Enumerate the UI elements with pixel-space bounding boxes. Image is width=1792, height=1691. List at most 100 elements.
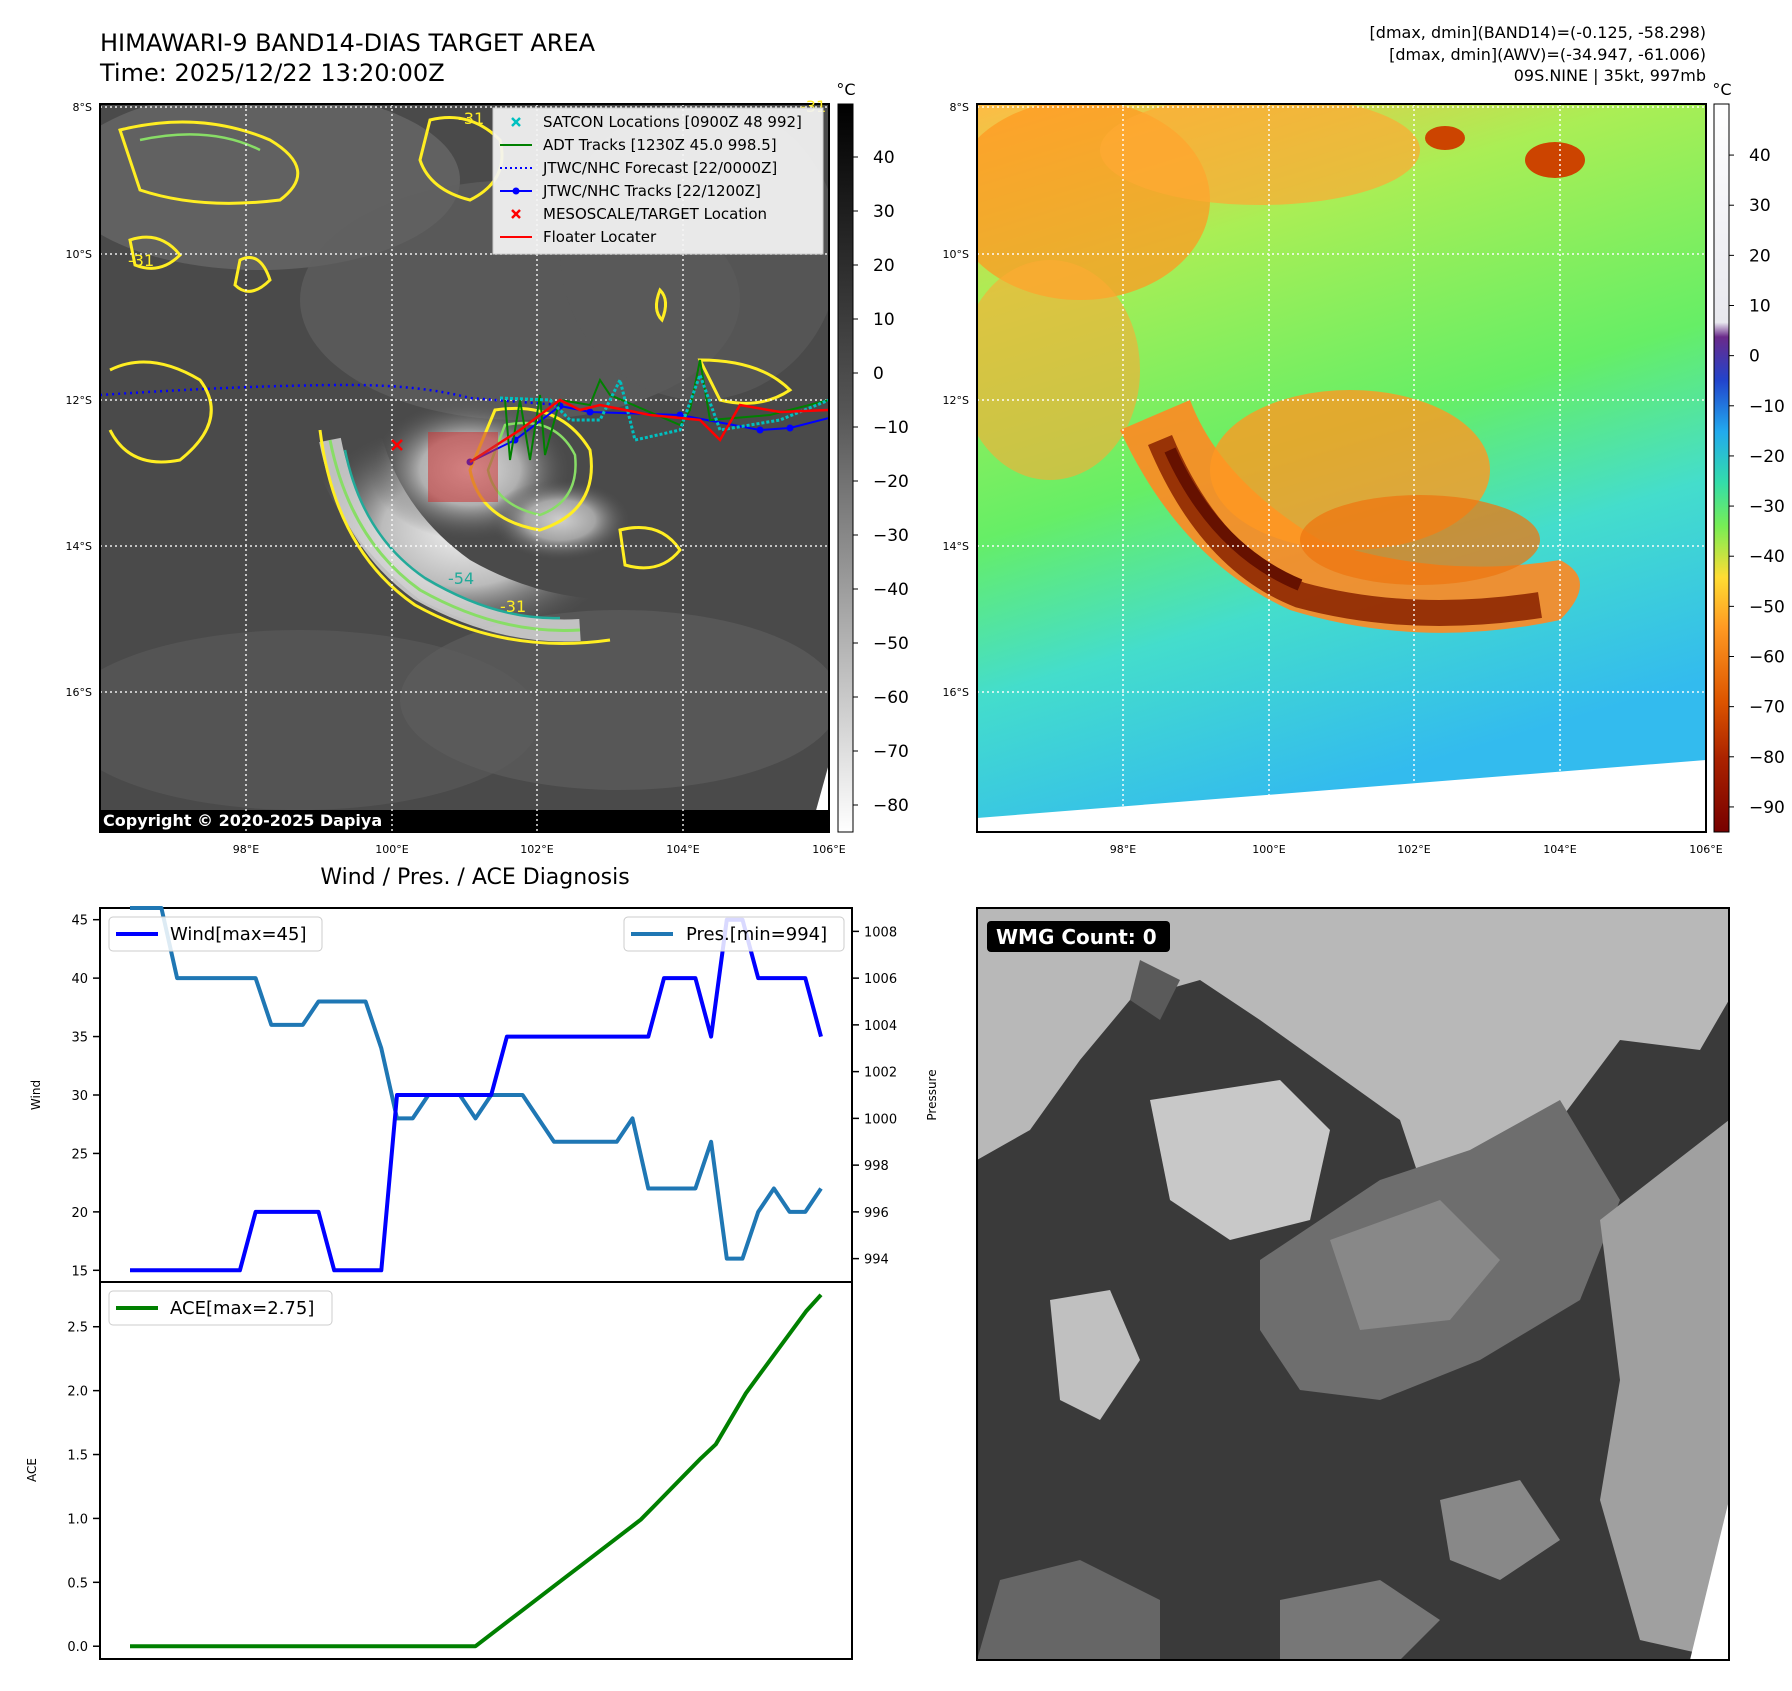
colorbar-tick-label: −40 xyxy=(1749,547,1785,567)
pressure-tick-label: 1004 xyxy=(864,1019,897,1034)
pressure-legend: Pres.[min=994] xyxy=(623,916,845,952)
colorbar-tick-label: −60 xyxy=(873,688,909,708)
figure-title: HIMAWARI-9 BAND14-DIAS TARGET AREA xyxy=(100,29,596,57)
colorbar-tick-label: −60 xyxy=(1749,648,1785,668)
legend-item: JTWC/NHC Tracks [22/1200Z] xyxy=(500,182,761,200)
lon-label: 104°E xyxy=(666,843,699,856)
pressure-legend-label: Pres.[min=994] xyxy=(686,924,827,945)
wind-tick-label: 25 xyxy=(71,1147,88,1162)
colorbar-tick-label: −30 xyxy=(873,526,909,546)
legend-item: Floater Locater xyxy=(500,228,657,246)
lon-label: 106°E xyxy=(1689,843,1722,856)
colorbar-tick-label: −90 xyxy=(1749,798,1785,818)
colorbar-tick-label: −20 xyxy=(873,472,909,492)
lat-label: 16°S xyxy=(943,686,969,699)
legend-label: Floater Locater xyxy=(543,228,657,246)
legend-label: SATCON Locations [0900Z 48 992] xyxy=(543,113,802,131)
lon-label: 102°E xyxy=(1397,843,1430,856)
target-area-box xyxy=(428,432,498,502)
lat-label: 8°S xyxy=(950,101,969,114)
colorbar-tick-label: 30 xyxy=(873,202,895,222)
ace-legend-label: ACE[max=2.75] xyxy=(170,1298,314,1319)
contour-label: -31 xyxy=(500,597,526,616)
lat-label: 10°S xyxy=(943,248,969,261)
info-storm: 09S.NINE | 35kt, 997mb xyxy=(1514,66,1706,85)
map-legend: SATCON Locations [0900Z 48 992] ADT Track… xyxy=(492,107,824,255)
contour-label: -31 xyxy=(128,251,154,270)
legend-label: MESOSCALE/TARGET Location xyxy=(543,205,767,223)
lat-label: 8°S xyxy=(73,101,92,114)
wind-legend: Wind[max=45] xyxy=(108,916,323,952)
colorbar-tick-label: −30 xyxy=(1749,497,1785,517)
colorbar-tick-label: −50 xyxy=(873,634,909,654)
colorbar-tick-label: −20 xyxy=(1749,447,1785,467)
colorbar-tick-label: 0 xyxy=(873,364,884,384)
legend-item: MESOSCALE/TARGET Location xyxy=(511,205,767,223)
lon-label: 106°E xyxy=(812,843,845,856)
lon-label: 102°E xyxy=(520,843,553,856)
pressure-axis-label: Pressure xyxy=(925,1069,939,1120)
wind-series-line xyxy=(130,917,823,1273)
legend-dot xyxy=(512,187,520,195)
lon-label: 104°E xyxy=(1543,843,1576,856)
ace-tick-label: 0.5 xyxy=(67,1576,88,1591)
colorbar-tick-label: 10 xyxy=(873,310,895,330)
wmg-count-label: WMG Count: 0 xyxy=(996,925,1157,949)
awv-imagery xyxy=(977,104,1706,832)
legend-label: JTWC/NHC Forecast [22/0000Z] xyxy=(542,159,777,177)
wind-tick-label: 40 xyxy=(71,972,88,987)
legend-label: ADT Tracks [1230Z 45.0 998.5] xyxy=(543,136,777,154)
colorbar-tick-label: −50 xyxy=(1749,597,1785,617)
diagnosis-title: Wind / Pres. / ACE Diagnosis xyxy=(320,865,629,890)
ir-colorbar xyxy=(837,103,854,833)
awv-map-panel: 8°S 10°S 12°S 14°S 16°S 98°E 100°E 102°E… xyxy=(943,80,1785,856)
pressure-tick-label: 996 xyxy=(864,1206,889,1221)
lat-label: 10°S xyxy=(66,248,92,261)
awv-colorbar xyxy=(1713,103,1730,833)
ir-map-panel: -31 -31 -31 -54 -31 Copyright © 2020-202… xyxy=(66,80,909,856)
pressure-tick-label: 1002 xyxy=(864,1066,897,1081)
wind-tick-label: 35 xyxy=(71,1031,88,1046)
pressure-tick-label: 1000 xyxy=(864,1112,897,1127)
contour-label: -31 xyxy=(458,109,484,128)
pressure-tick-label: 1006 xyxy=(864,972,897,987)
lat-label: 14°S xyxy=(66,540,92,553)
legend-x-marker xyxy=(511,117,521,127)
floater-locater xyxy=(469,398,829,464)
info-awv: [dmax, dmin](AWV)=(-34.947, -61.006) xyxy=(1389,45,1706,64)
contour-label: -54 xyxy=(448,569,474,588)
ace-legend: ACE[max=2.75] xyxy=(108,1290,333,1326)
wmg-panel: WMG Count: 0 xyxy=(976,907,1730,1661)
colorbar-tick-label: 20 xyxy=(1749,246,1771,266)
wind-tick-label: 45 xyxy=(71,914,88,929)
colorbar-tick-label: 20 xyxy=(873,256,895,276)
pressure-series-line xyxy=(130,906,823,1261)
pressure-tick-label: 994 xyxy=(864,1253,889,1268)
ace-axis-label: ACE xyxy=(25,1458,39,1482)
colorbar-tick-label: −70 xyxy=(1749,698,1785,718)
awv-gridlines xyxy=(977,104,1706,832)
legend-item: SATCON Locations [0900Z 48 992] xyxy=(511,113,802,131)
legend-x-marker xyxy=(511,209,521,219)
lat-label: 14°S xyxy=(943,540,969,553)
legend-item: ADT Tracks [1230Z 45.0 998.5] xyxy=(500,136,777,154)
colorbar-tick-label: −40 xyxy=(873,580,909,600)
lat-label: 12°S xyxy=(66,394,92,407)
colorbar-tick-label: 30 xyxy=(1749,196,1771,216)
ace-chart: 2.5 2.0 1.5 1.0 0.5 0.0 ACE ACE[max=2.75] xyxy=(25,1281,853,1660)
figure-time: Time: 2025/12/22 13:20:00Z xyxy=(99,59,445,87)
ace-series-line xyxy=(130,1293,823,1649)
lat-label: 16°S xyxy=(66,686,92,699)
colorbar-tick-label: 40 xyxy=(873,148,895,168)
colorbar-tick-label: −10 xyxy=(873,418,909,438)
lon-label: 100°E xyxy=(375,843,408,856)
ace-tick-label: 1.0 xyxy=(67,1512,88,1527)
lon-label: 100°E xyxy=(1252,843,1285,856)
wind-tick-label: 30 xyxy=(71,1089,88,1104)
legend-label: JTWC/NHC Tracks [22/1200Z] xyxy=(542,182,761,200)
tracks xyxy=(100,359,829,502)
wind-tick-label: 15 xyxy=(71,1264,88,1279)
colorbar-tick-label: 0 xyxy=(1749,347,1760,367)
colorbar-tick-label: −70 xyxy=(873,742,909,762)
